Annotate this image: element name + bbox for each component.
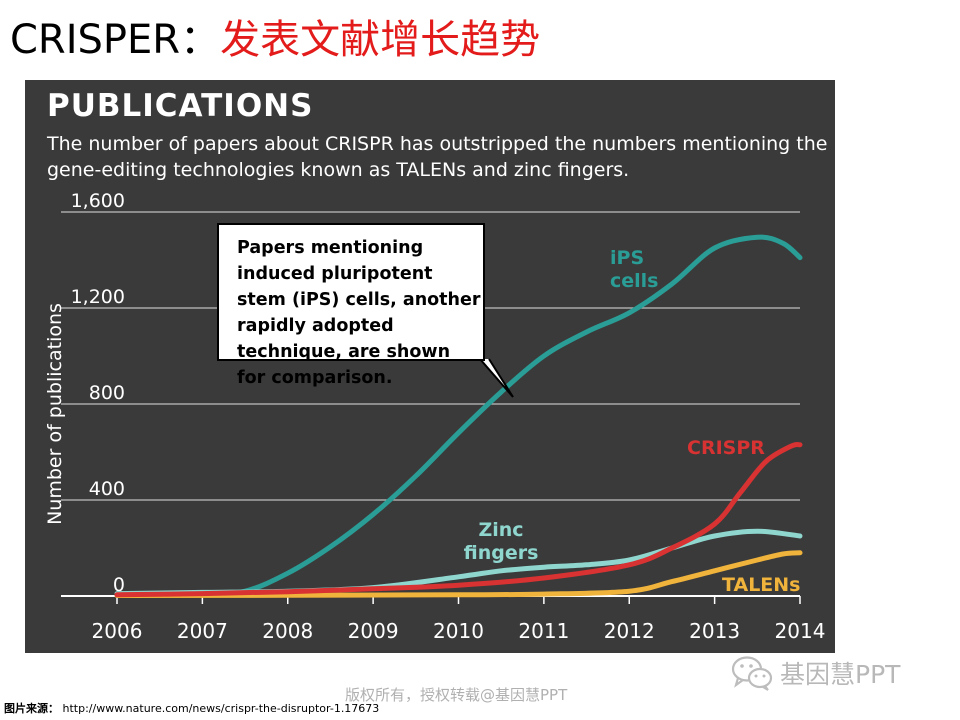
y-tick-label: 400 <box>89 478 125 500</box>
copyright-text: 版权所有，授权转载@基因慧PPT <box>345 686 568 704</box>
chart-plot: 0 400 800 1,200 1,600 2006 2007 2008 2009 2010 201… <box>44 190 826 643</box>
watermark-text: 基因慧PPT <box>780 660 901 689</box>
series-line-crispr <box>114 441 803 598</box>
x-tick-label: 2006 <box>92 619 143 643</box>
y-tick-label: 1,200 <box>71 286 125 308</box>
slide-title-prefix: CRISPER： <box>10 17 221 63</box>
series-label-ips-cells: iPS cells <box>610 247 658 292</box>
callout-pointer <box>479 358 514 398</box>
x-tick-label: 2014 <box>775 619 826 643</box>
chart-subtitle: The number of papers about CRISPR has ou… <box>47 133 828 181</box>
series-label-talens: TALENs <box>722 574 801 596</box>
x-tick-label: 2007 <box>177 619 228 643</box>
x-tick-label: 2009 <box>348 619 399 643</box>
x-tick-label: 2010 <box>433 619 484 643</box>
image-source: 图片来源： http://www.nature.com/news/crispr-… <box>4 700 379 716</box>
chart-annotation: Papers mentioning induced pluripotent st… <box>217 223 485 388</box>
series-line-ips-cells <box>114 234 803 598</box>
image-source-label: 图片来源： <box>4 702 59 715</box>
x-tick-label: 2011 <box>518 619 569 643</box>
y-tick-label: 0 <box>113 574 125 596</box>
series-line-talens <box>114 550 803 598</box>
watermark: 基因慧PPT <box>730 653 900 693</box>
y-tick-label: 1,600 <box>71 190 125 212</box>
x-tick-label: 2008 <box>262 619 313 643</box>
slide-title-main: 发表文献增长趋势 <box>220 17 541 63</box>
series-label-crispr: CRISPR <box>687 437 765 459</box>
x-tick-label: 2012 <box>604 619 655 643</box>
wechat-icon <box>731 656 773 691</box>
chart-title: PUBLICATIONS <box>47 88 314 124</box>
y-tick-label: 800 <box>89 382 125 404</box>
y-axis-label: Number of publications <box>44 303 66 525</box>
image-source-url: http://www.nature.com/news/crispr-the-di… <box>62 702 380 715</box>
x-tick-label: 2013 <box>689 619 740 643</box>
slide-title: CRISPER：发表文献增长趋势 <box>10 10 540 70</box>
chart-panel: 0 400 800 1,200 1,600 2006 2007 2008 2009 2010 201… <box>25 80 835 653</box>
series-label-zinc-fingers: Zinc fingers <box>464 519 539 564</box>
